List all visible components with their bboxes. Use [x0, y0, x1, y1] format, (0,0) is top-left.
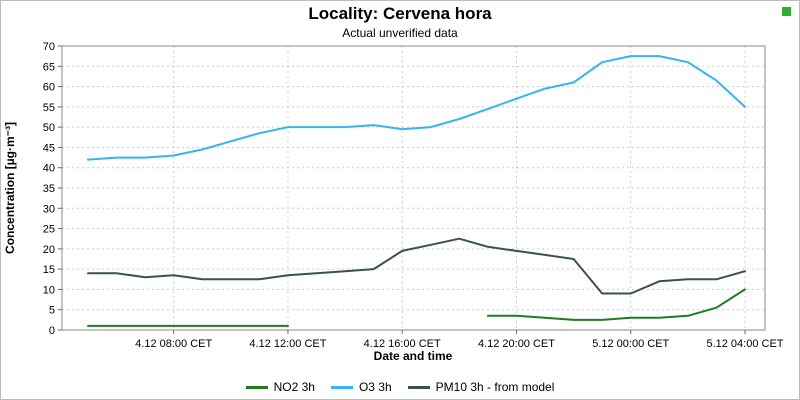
- status-indicator-icon: [782, 7, 791, 16]
- y-tick-label: 50: [43, 122, 55, 134]
- y-tick-label: 25: [43, 224, 55, 236]
- legend-item: PM10 3h - from model: [407, 380, 555, 394]
- y-tick-label: 60: [43, 82, 55, 94]
- y-tick-label: 0: [49, 325, 55, 337]
- legend-label: NO2 3h: [273, 380, 315, 394]
- x-tick-label: 4.12 20:00 CET: [478, 338, 555, 350]
- x-tick-label: 5.12 00:00 CET: [592, 338, 669, 350]
- y-tick-label: 35: [43, 183, 55, 195]
- series-line-no2-3h: [87, 288, 746, 327]
- x-axis-title: Date and time: [374, 349, 453, 363]
- series-line-pm10-3h-from-model: [87, 237, 746, 295]
- legend-item: O3 3h: [330, 380, 392, 394]
- y-tick-label: 20: [43, 244, 55, 256]
- legend-swatch-icon: [245, 385, 268, 389]
- legend-label: PM10 3h - from model: [435, 380, 555, 394]
- y-tick-label: 10: [43, 284, 55, 296]
- y-axis-title: Concentration [µg·m⁻³]: [3, 122, 17, 254]
- legend-swatch-icon: [330, 385, 353, 389]
- x-tick-label: 4.12 08:00 CET: [135, 338, 212, 350]
- y-tick-label: 55: [43, 102, 55, 114]
- legend-item: NO2 3h: [245, 380, 315, 394]
- series-line-o3-3h: [87, 55, 746, 161]
- legend-swatch-icon: [407, 385, 430, 389]
- y-tick-label: 15: [43, 264, 55, 276]
- y-tick-label: 40: [43, 163, 55, 175]
- y-tick-label: 70: [43, 41, 55, 53]
- chart-subtitle: Actual unverified data: [342, 26, 458, 40]
- plot-border: [61, 45, 766, 331]
- x-tick-label: 4.12 16:00 CET: [364, 338, 441, 350]
- x-tick-label: 5.12 04:00 CET: [706, 338, 783, 350]
- y-tick-label: 5: [49, 305, 55, 317]
- y-tick-label: 30: [43, 203, 55, 215]
- y-tick-label: 45: [43, 142, 55, 154]
- x-tick-label: 4.12 12:00 CET: [249, 338, 326, 350]
- chart-title: Locality: Cervena hora: [308, 4, 492, 23]
- chart-legend: NO2 3h O3 3h PM10 3h - from model: [0, 380, 800, 394]
- y-tick-label: 65: [43, 61, 55, 73]
- legend-label: O3 3h: [358, 380, 392, 394]
